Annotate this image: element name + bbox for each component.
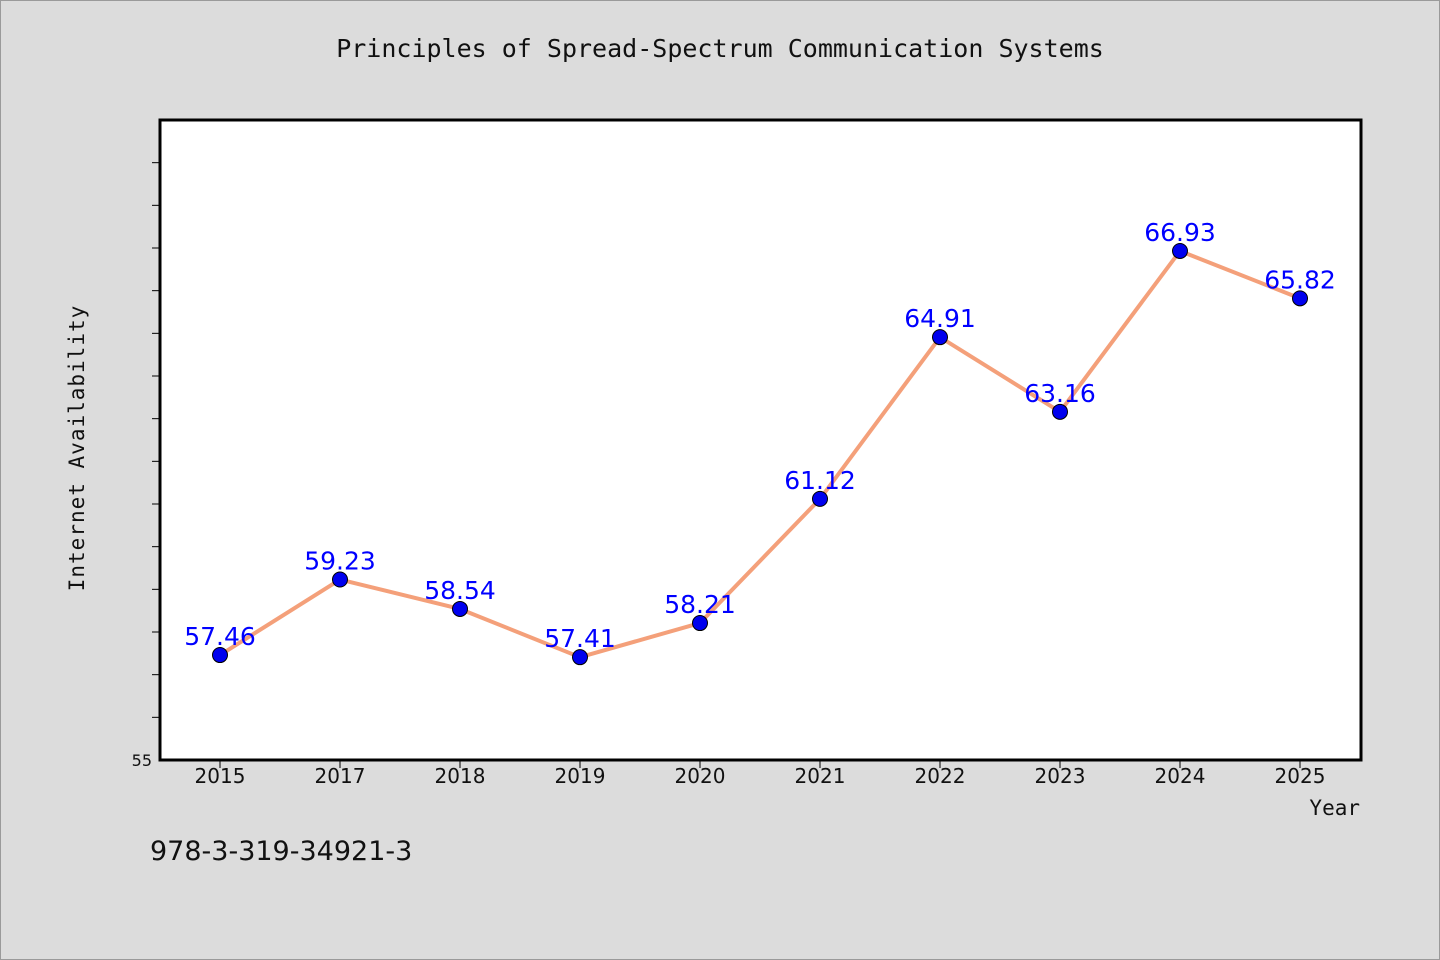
x-tick-label: 2025	[1275, 764, 1326, 788]
x-tick-label: 2022	[915, 764, 966, 788]
x-tick-label: 2017	[315, 764, 366, 788]
data-point	[572, 649, 588, 666]
data-label: 64.91	[904, 304, 976, 333]
data-label: 65.82	[1264, 265, 1336, 294]
series-line	[218, 248, 1301, 660]
x-tick-label: 2015	[195, 764, 246, 788]
x-tick-label: 2021	[795, 764, 846, 788]
chart-title: Principles of Spread-Spectrum Communicat…	[336, 34, 1104, 63]
x-tick-label: 2018	[435, 764, 486, 788]
x-tick-label: 2020	[675, 764, 726, 788]
data-point	[1292, 290, 1308, 307]
data-point	[932, 329, 948, 346]
data-label: 61.12	[784, 466, 856, 495]
y-tick-label: 55	[132, 751, 152, 770]
data-point	[1052, 403, 1068, 420]
data-label: 57.46	[184, 622, 256, 651]
data-label: 58.54	[424, 576, 496, 605]
data-label: 57.41	[544, 624, 616, 653]
data-point	[452, 600, 468, 617]
data-label: 58.21	[664, 590, 736, 619]
isbn-footer: 978-3-319-34921-3	[150, 836, 413, 867]
x-tick-label: 2023	[1035, 764, 1086, 788]
plot-area	[158, 118, 1363, 762]
x-tick-label: 2019	[555, 764, 606, 788]
x-tick-label: 2024	[1155, 764, 1206, 788]
data-label: 59.23	[304, 547, 376, 576]
data-point	[212, 647, 228, 664]
data-label: 63.16	[1024, 379, 1096, 408]
data-point	[812, 490, 828, 507]
x-axis-label: Year	[1309, 796, 1360, 820]
data-point	[1172, 242, 1188, 259]
data-point	[332, 571, 348, 588]
data-label: 66.93	[1144, 218, 1216, 247]
data-point	[692, 615, 708, 632]
